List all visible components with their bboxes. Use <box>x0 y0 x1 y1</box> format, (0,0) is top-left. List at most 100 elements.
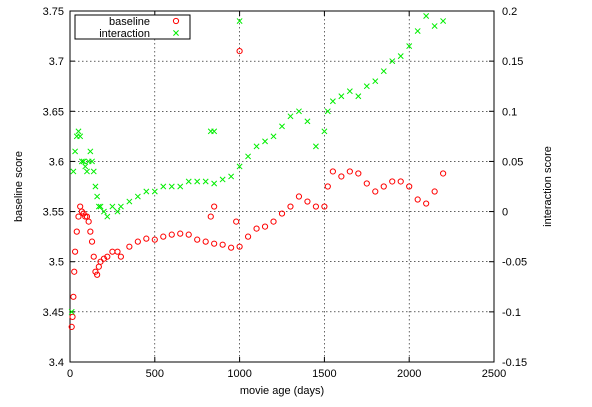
interaction-point <box>109 203 116 210</box>
baseline-point <box>104 253 111 260</box>
interaction-point <box>177 183 184 190</box>
interaction-point <box>431 23 438 29</box>
baseline-point <box>68 323 75 330</box>
baseline-point <box>287 203 294 210</box>
legend-label-interaction: interaction <box>99 28 150 40</box>
baseline-point <box>278 210 286 217</box>
baseline-point <box>85 218 92 225</box>
baseline-point <box>88 238 96 245</box>
baseline-point <box>202 238 209 245</box>
baseline-point <box>126 243 133 250</box>
baseline-point <box>82 213 89 220</box>
baseline-point <box>355 170 362 177</box>
baseline-point <box>75 213 82 220</box>
interaction-point <box>236 163 243 170</box>
baseline-point <box>134 238 141 245</box>
baseline-point <box>236 243 243 250</box>
interaction-point <box>78 158 85 165</box>
y2-tick-label: 0.05 <box>502 156 523 168</box>
interaction-point <box>440 18 447 24</box>
y2-tick-label: 0.1 <box>502 106 517 118</box>
interaction-point <box>338 93 345 100</box>
legend-symbols <box>172 17 180 36</box>
interaction-point <box>70 168 77 175</box>
grid <box>70 11 494 362</box>
interaction-point <box>134 193 141 200</box>
x-tick-label: 2000 <box>397 368 421 380</box>
y2-axis-label: interaction score <box>542 146 554 227</box>
baseline-point <box>321 203 328 210</box>
interaction-point <box>75 128 82 135</box>
interaction-point <box>397 53 404 60</box>
baseline-point <box>100 255 108 262</box>
y2-tick-label: -0.05 <box>502 257 527 269</box>
interaction-point <box>185 178 192 185</box>
baseline-point <box>211 203 218 210</box>
interaction-point <box>202 178 209 185</box>
x-tick-label: 1500 <box>312 368 336 380</box>
interaction-point <box>346 88 353 95</box>
baseline-point <box>304 198 311 205</box>
y-tick-label: 3.4 <box>49 357 64 369</box>
baseline-point <box>219 241 226 248</box>
y-axis-label: baseline score <box>13 151 25 222</box>
x-axis-label: movie age (days) <box>240 385 324 397</box>
baseline-point <box>94 271 101 278</box>
interaction-point <box>84 168 90 175</box>
baseline-point <box>431 188 438 195</box>
x-tick-label: 2500 <box>482 368 506 380</box>
interaction-point <box>423 13 430 19</box>
interaction-point <box>77 133 84 140</box>
y2-tick-label: 0.2 <box>502 6 517 18</box>
interaction-point <box>406 43 413 50</box>
baseline-point <box>295 193 303 200</box>
interaction-point <box>94 193 101 200</box>
interaction-point <box>287 113 294 120</box>
interaction-point <box>355 93 362 100</box>
data-marks <box>68 13 447 330</box>
interaction-point <box>160 183 167 190</box>
series-interaction <box>68 13 447 315</box>
interaction-point <box>151 188 158 195</box>
interaction-point <box>90 168 97 175</box>
baseline-point <box>406 183 413 190</box>
interaction-point <box>126 198 133 205</box>
y2-tick-label: 0 <box>502 207 508 219</box>
plot-frame <box>69 10 495 363</box>
y-tick-label: 3.55 <box>43 207 64 219</box>
interaction-point <box>312 143 319 150</box>
baseline-point <box>143 235 150 242</box>
interaction-point <box>211 128 218 135</box>
baseline-point <box>194 236 201 243</box>
baseline-point <box>338 173 345 180</box>
baseline-point <box>151 236 158 243</box>
interaction-point <box>253 143 260 150</box>
legend-symbol-baseline <box>172 17 180 25</box>
baseline-point <box>77 203 84 210</box>
interaction-point <box>236 18 243 24</box>
baseline-point <box>380 183 387 190</box>
interaction-point <box>168 183 175 190</box>
interaction-point <box>228 173 235 180</box>
interaction-point <box>97 203 104 210</box>
interaction-point <box>104 213 111 220</box>
baseline-point <box>211 240 218 247</box>
baseline-point <box>312 203 320 210</box>
legend: baseline interaction <box>74 14 191 40</box>
interaction-point <box>80 158 87 165</box>
baseline-point <box>414 196 421 203</box>
baseline-point <box>80 210 87 217</box>
baseline-point <box>177 230 184 237</box>
baseline-point <box>397 178 404 185</box>
y2-tick-label: 0.15 <box>502 56 523 68</box>
baseline-point <box>261 223 269 230</box>
baseline-point <box>160 233 167 240</box>
y-tick-label: 3.7 <box>49 56 64 68</box>
interaction-point <box>279 123 285 130</box>
series-baseline <box>68 48 447 330</box>
interaction-point <box>87 148 94 155</box>
baseline-point <box>324 183 331 190</box>
interaction-point <box>245 153 252 160</box>
baseline-point <box>185 231 192 238</box>
baseline-point <box>114 248 121 255</box>
